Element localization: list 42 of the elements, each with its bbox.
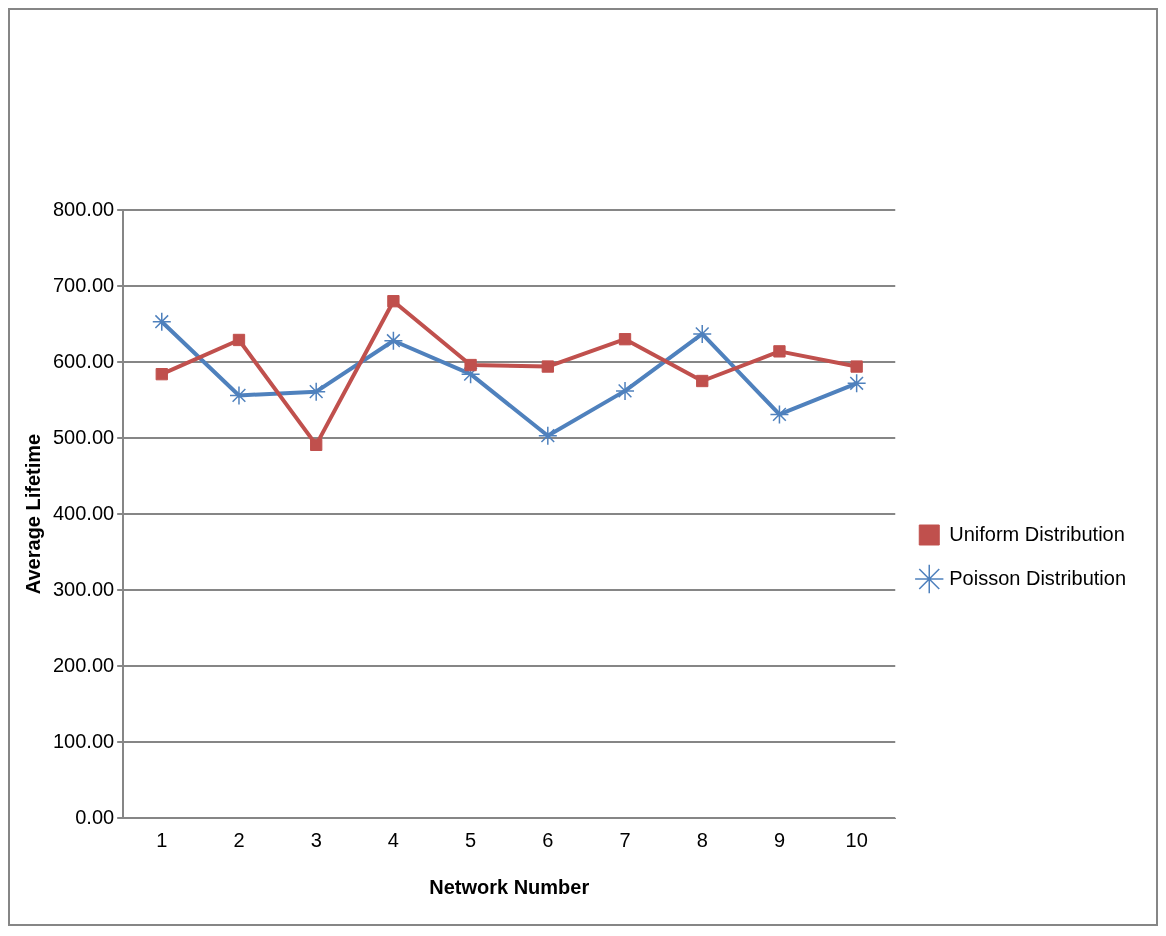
point xyxy=(696,374,709,388)
point xyxy=(618,333,632,346)
y-tick-label: 800.00 xyxy=(53,197,115,220)
point xyxy=(538,425,558,446)
point xyxy=(229,385,249,406)
point xyxy=(846,373,867,394)
y-tick-label: 600.00 xyxy=(53,349,115,372)
x-tick-label: 3 xyxy=(310,828,322,851)
x-tick-label: 1 xyxy=(156,828,168,851)
y-tick-label: 0.00 xyxy=(75,805,115,828)
x-tick-label: 2 xyxy=(233,828,245,851)
point xyxy=(306,381,326,402)
point xyxy=(152,311,172,332)
legend-label: Uniform Distribution xyxy=(949,522,1125,545)
point xyxy=(769,404,790,425)
point xyxy=(464,358,477,372)
y-tick-label: 100.00 xyxy=(53,729,115,752)
point xyxy=(232,333,246,347)
x-axis-title: Network Number xyxy=(429,875,590,898)
point xyxy=(541,360,554,373)
x-tick-label: 4 xyxy=(387,828,399,851)
y-tick-label: 500.00 xyxy=(53,425,115,448)
point xyxy=(387,295,400,308)
legend-label: Poisson Distribution xyxy=(949,566,1126,589)
x-tick-label: 5 xyxy=(465,828,477,851)
y-tick-label: 700.00 xyxy=(53,273,115,296)
x-tick-label: 6 xyxy=(542,828,554,851)
x-tick-label: 8 xyxy=(696,828,708,851)
point xyxy=(155,368,168,381)
point xyxy=(773,345,786,358)
point xyxy=(850,360,863,373)
y-axis-title: Average Lifetime xyxy=(21,433,44,595)
y-tick-label: 300.00 xyxy=(53,577,115,600)
point xyxy=(310,438,323,451)
y-tick-label: 200.00 xyxy=(53,653,115,676)
point xyxy=(692,324,712,344)
y-tick-label: 400.00 xyxy=(53,501,115,524)
point xyxy=(383,330,404,351)
x-tick-label: 9 xyxy=(773,828,785,851)
x-tick-label: 7 xyxy=(619,828,631,851)
x-tick-label: 10 xyxy=(845,828,868,851)
point xyxy=(615,381,635,401)
